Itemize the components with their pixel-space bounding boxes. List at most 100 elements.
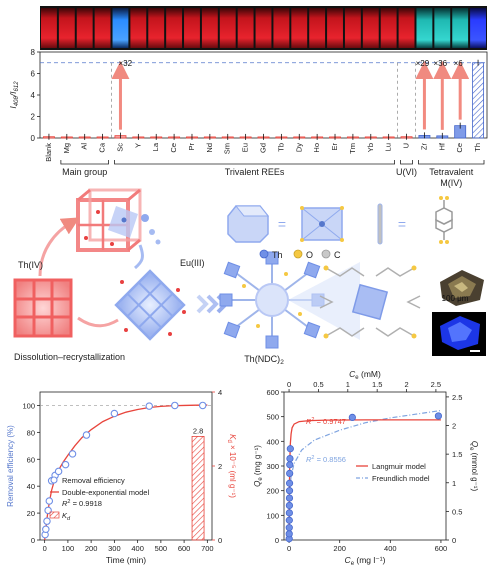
x2label-c: C bbox=[349, 369, 356, 379]
kinetics-xtick-label-6: 600 bbox=[178, 544, 191, 553]
removal-point-9 bbox=[68, 450, 77, 458]
label-th-iv: Th(IV) bbox=[18, 260, 43, 270]
bar-category-label-12: Gd bbox=[259, 143, 268, 153]
vial-photo-16 bbox=[327, 8, 343, 48]
isotherm-point-14 bbox=[434, 412, 443, 420]
label-eu-iii: Eu(III) bbox=[180, 258, 205, 268]
bar-category-label-15: Ho bbox=[312, 143, 321, 153]
red-framework-crystal bbox=[13, 278, 73, 338]
bar-ytick-label-2: 4 bbox=[31, 91, 36, 100]
isotherm-point-13 bbox=[348, 413, 356, 422]
isotherm-ytick-label-0: 0 bbox=[275, 536, 279, 545]
isotherm-ytick-label-6: 600 bbox=[266, 388, 279, 397]
removal-point-2 bbox=[43, 517, 51, 525]
isotherm-xtick-label-0: 0 bbox=[287, 544, 291, 553]
bar-category-label-11: Eu bbox=[241, 143, 250, 152]
bar-category-label-24: Th bbox=[473, 143, 482, 152]
isotherm-xtick-label-2: 400 bbox=[384, 544, 397, 553]
isotherm-xtick-label-3: 600 bbox=[435, 544, 448, 553]
scale-bar-label: 100 μm bbox=[442, 294, 469, 303]
vial-photo-24 bbox=[470, 8, 486, 48]
isotherm-x2tick-label-0: 0 bbox=[287, 380, 291, 389]
kd-label-post: × 10⁻⁵ (ml g⁻¹) bbox=[228, 443, 237, 498]
vial-photo-17 bbox=[344, 8, 361, 48]
kinetics-xtick-label-3: 300 bbox=[108, 544, 121, 553]
removal-point-4 bbox=[45, 497, 54, 505]
kinetics-ytick-label-3: 60 bbox=[27, 455, 35, 464]
xlabel-post: (mg l⁻¹) bbox=[354, 555, 386, 565]
coordination-cube-icon bbox=[300, 206, 344, 242]
panel-d-isotherm-chart: 0 200 400 600 0 0.5 1 1.5 2 2.5 0 100 200 300 400 500 60… bbox=[253, 369, 479, 567]
isotherm-point-6 bbox=[285, 494, 294, 502]
isotherm-ytick-label-5: 500 bbox=[266, 413, 279, 422]
polyhedron-legend: = = Th bbox=[227, 196, 453, 260]
legend-th-label: Th bbox=[272, 250, 283, 260]
isotherm-point-1 bbox=[285, 530, 293, 538]
isotherm-ytick-label-4: 400 bbox=[266, 437, 279, 446]
vial-photo-18 bbox=[362, 8, 379, 48]
vial-photo-strip bbox=[40, 6, 487, 50]
isotherm-y2tick-label-0: 0 bbox=[452, 536, 456, 545]
bar-category-label-7: Ce bbox=[169, 143, 178, 153]
c-atom-legend-icon bbox=[321, 249, 331, 259]
legend-model-label: Double-exponential model bbox=[62, 488, 149, 497]
bar-category-label-22: Hf bbox=[437, 142, 446, 150]
kinetics-ytick-label-1: 20 bbox=[27, 509, 35, 518]
ylabel-sub-408: 408 bbox=[14, 96, 20, 107]
x2label-post: (mM) bbox=[359, 369, 381, 379]
freundlich-r2-label: R2 = 0.8556 bbox=[306, 455, 346, 464]
x2label-sub: e bbox=[355, 375, 359, 381]
bar-category-label-14: Dy bbox=[294, 143, 303, 152]
ylabel-sub: e bbox=[258, 477, 264, 481]
group-label-3: Tetravalent bbox=[429, 167, 474, 177]
isotherm-point-9 bbox=[286, 469, 294, 477]
vial-photo-4 bbox=[112, 8, 129, 48]
bar-ytick-label-0: 0 bbox=[31, 134, 36, 143]
isotherm-point-12 bbox=[286, 445, 294, 453]
isotherm-y2-axis-label: Qe (mmol g⁻¹) bbox=[468, 441, 479, 492]
kinetics-xtick-label-7: 700 bbox=[201, 544, 214, 553]
isotherm-ytick-label-1: 100 bbox=[266, 511, 279, 520]
ylabel-i2: I bbox=[8, 91, 18, 94]
bar-category-label-10: Sm bbox=[223, 143, 232, 154]
group-bracket-2 bbox=[400, 160, 413, 165]
bar-category-label-3: Ca bbox=[98, 142, 107, 152]
equals-sign-1: = bbox=[278, 216, 286, 232]
ylabel-sub-612: 612 bbox=[14, 81, 20, 92]
legend-freundlich-label: Freundlich model bbox=[372, 474, 430, 483]
polyhedron-icon bbox=[227, 205, 270, 243]
bar-category-label-2: Al bbox=[80, 143, 89, 150]
vial-photo-19 bbox=[380, 8, 397, 48]
removal-point-8 bbox=[61, 460, 70, 469]
bar-category-label-20: U bbox=[402, 143, 411, 148]
isotherm-ytick-label-2: 200 bbox=[266, 487, 279, 496]
legend-kd-swatch bbox=[49, 511, 60, 519]
removal-point-11 bbox=[110, 409, 119, 418]
vial-photo-22 bbox=[434, 8, 451, 48]
isotherm-xtick-label-1: 200 bbox=[333, 544, 346, 553]
isotherm-x2-axis-label: Ce (mM) bbox=[349, 369, 381, 381]
isotherm-point-5 bbox=[285, 501, 294, 510]
vial-photo-10 bbox=[219, 8, 236, 48]
eu-ion-dots bbox=[120, 280, 186, 336]
arrow-framework-to-blue bbox=[134, 244, 144, 270]
vial-photo-1 bbox=[58, 8, 75, 48]
kinetics-ytick-label-0: 0 bbox=[31, 536, 35, 545]
kinetics-xtick-label-2: 200 bbox=[85, 544, 98, 553]
crystal-optical-micrograph bbox=[432, 268, 486, 308]
fold-label-3: ×6 bbox=[454, 59, 464, 68]
vial-photo-6 bbox=[148, 8, 165, 48]
vial-photo-20 bbox=[398, 8, 415, 48]
kinetics-ytick-label-5: 100 bbox=[22, 401, 35, 410]
kinetics-ytick-label-2: 40 bbox=[27, 482, 35, 491]
removal-point-13 bbox=[171, 401, 179, 410]
lr2-sup: 2 bbox=[311, 417, 314, 423]
isotherm-x2tick-label-2: 1 bbox=[346, 380, 350, 389]
kd-name: K bbox=[62, 511, 68, 520]
group-label-0: Main group bbox=[62, 167, 107, 177]
group-label-1: Trivalent REEs bbox=[225, 167, 285, 177]
bar-category-label-23: Ce bbox=[455, 143, 464, 153]
group-bracket-3 bbox=[418, 160, 485, 165]
bar-th-24 bbox=[472, 62, 485, 139]
